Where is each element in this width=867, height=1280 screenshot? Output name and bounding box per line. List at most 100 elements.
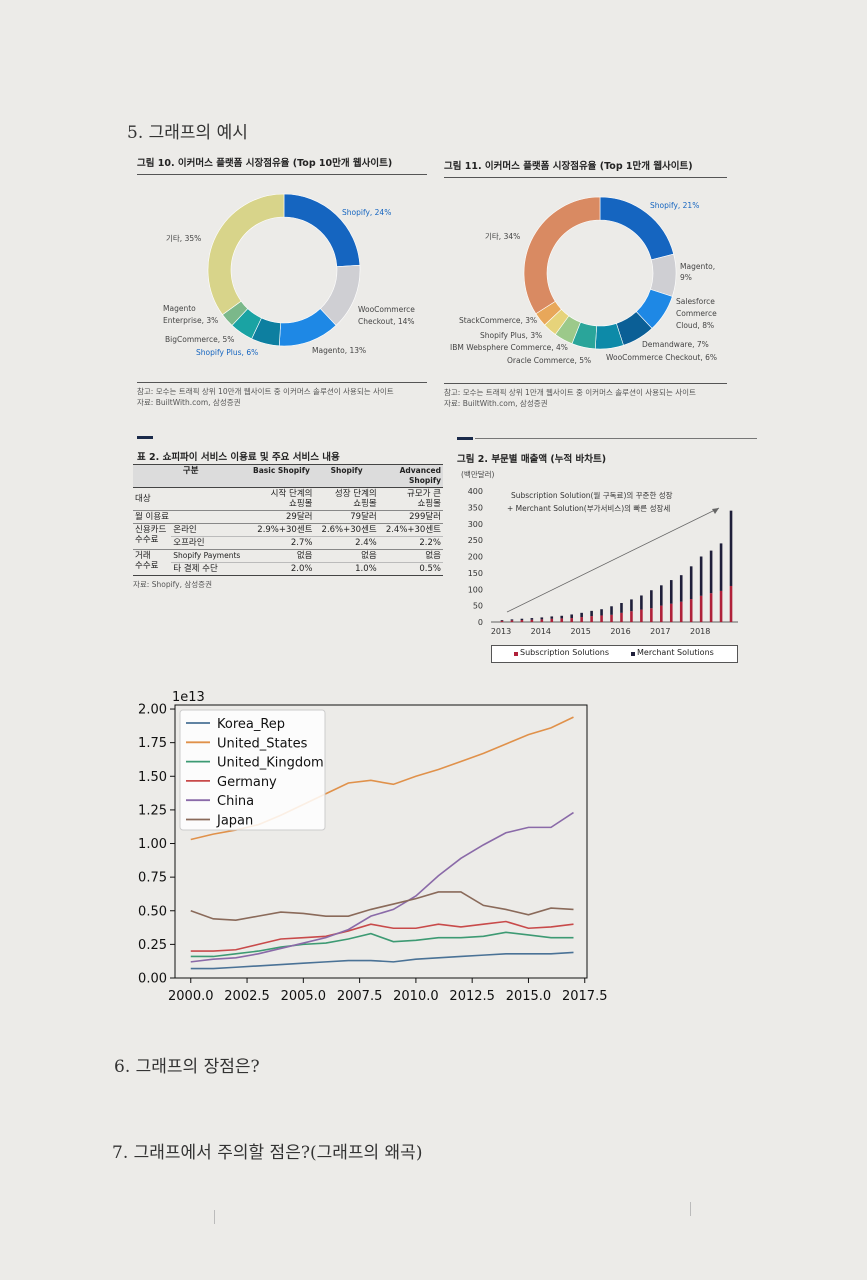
line-chart-multiplier: 1e13 <box>172 690 205 705</box>
x-tick-label: 2002.5 <box>224 989 269 1004</box>
table2-header-basic: Basic Shopify <box>253 466 310 475</box>
x-tick-label: 2015 <box>570 627 590 636</box>
bar-merchant <box>570 614 573 619</box>
fig10-bottom-rule <box>137 382 427 383</box>
bar-merchant <box>699 556 703 596</box>
y-tick-label: 50 <box>473 602 483 611</box>
fig11-donut <box>523 196 677 350</box>
y-tick-label: 1.25 <box>138 803 167 818</box>
line-chart-y-axis: 0.00 0.25 0.50 0.75 1.00 1.25 1.50 1.75 2.00 <box>138 703 175 987</box>
fig11-label-shopify: Shopify, 21% <box>650 201 700 210</box>
bar-subscription <box>530 619 534 622</box>
line-chart-legend: Korea_Rep United_States United_Kingdom Germ… <box>179 709 326 831</box>
y-tick-label: 1.50 <box>138 770 167 785</box>
section-7-heading: 7. 그래프에서 주의할 점은?(그래프의 왜곡) <box>112 1143 423 1163</box>
bar-merchant <box>660 585 663 606</box>
fig2-caption: 그림 2. 부문별 매출액 (누적 바차트) <box>457 454 607 465</box>
table-row: 신용카드 수수료 온라인 2.9%+30센트 2.6%+30센트 2.4%+30센… <box>133 523 443 550</box>
table2-cell: 규모가 큰 쇼핑몰 <box>407 489 441 509</box>
table2-cell: 29달러 <box>286 512 313 522</box>
y-tick-label: 100 <box>468 585 483 594</box>
fig11-label-magento2: 9% <box>680 273 692 282</box>
legend-label-subscription: Subscription Solutions <box>520 648 610 657</box>
fig2-x-axis: 2013 2014 2015 2016 2017 2018 <box>491 627 711 636</box>
bar-merchant <box>600 609 603 616</box>
table2-cell: 2.0% <box>290 564 313 574</box>
table2-cell: 1.0% <box>355 564 377 574</box>
table2-header-advanced: Advanced Shopify <box>399 466 441 485</box>
table2-cell: 2.9%+30센트 <box>248 523 315 537</box>
fig2-legend: Subscription Solutions Merchant Solution… <box>491 645 738 663</box>
bar-subscription <box>540 619 544 622</box>
x-tick-label: 2005.0 <box>281 989 327 1004</box>
bar-merchant <box>530 618 534 620</box>
bar-merchant <box>620 603 623 613</box>
y-tick-label: 150 <box>468 569 483 578</box>
fig10-label-magento-ent1: Magento <box>163 304 196 313</box>
bar-subscription <box>500 620 504 622</box>
table-row: 월 이용료 29달러 79달러 299달러 <box>133 511 443 524</box>
fig10-label-bigcommerce: BigCommerce, 5% <box>165 335 235 344</box>
line-chart-plot-area <box>174 704 588 979</box>
section-5-heading: 5. 그래프의 예시 <box>127 123 248 143</box>
bar-subscription <box>580 617 583 622</box>
fig11-note: 참고: 모수는 트래픽 상위 1만개 웹사이트 중 이커머스 솔루션이 사용되는… <box>444 388 696 408</box>
fig11-label-shopplus: Shopify Plus, 3% <box>480 331 543 340</box>
table2-cell: 2.7% <box>290 538 313 548</box>
x-tick-label: 2010.0 <box>393 989 439 1004</box>
bar-merchant <box>540 617 544 620</box>
fig2-trend-arrow <box>506 507 720 613</box>
bar-merchant <box>650 590 653 609</box>
page-mark-left <box>214 1210 215 1224</box>
bar-subscription <box>560 618 564 622</box>
y-tick-label: 0.00 <box>138 972 167 987</box>
table-row: 구분 Basic Shopify Shopify Advanced Shopify <box>133 464 443 488</box>
table-row: 오프라인 2.7% 2.4% 2.2% <box>133 537 443 550</box>
table2-cell: 299달러 <box>409 512 441 522</box>
table2-row-label: 대상 <box>135 494 151 504</box>
fig2-annotation-2: + Merchant Solution(부가서비스)의 빠른 성장세 <box>507 503 670 513</box>
bar-merchant <box>550 616 554 619</box>
legend-label: Korea_Rep <box>217 717 285 732</box>
fig2-bars <box>500 510 733 622</box>
fig11-top-rule <box>444 177 727 178</box>
table2-caption: 표 2. 쇼피파이 서비스 이용료 및 주요 서비스 내용 <box>137 452 340 463</box>
fig10-label-shopify: Shopify, 24% <box>342 208 392 217</box>
bar-subscription <box>719 590 723 622</box>
fig2-top-rule <box>475 438 757 439</box>
fig11-label-demandware: Demandware, 7% <box>642 340 709 349</box>
table2-sub-label: 타 결제 수단 <box>173 564 218 574</box>
table2-cell: 2.4%+30센트 <box>378 523 443 537</box>
fig10-label-magento: Magento, 13% <box>312 346 367 355</box>
x-tick-label: 2012.5 <box>449 989 495 1004</box>
fig11-label-oracle: Oracle Commerce, 5% <box>507 356 592 365</box>
fig11-label-other: 기타, 34% <box>485 232 521 241</box>
bar-merchant <box>669 580 673 604</box>
fig11-label-stack: StackCommerce, 3% <box>459 316 538 325</box>
donut-slice <box>283 193 361 267</box>
fig2-unit: (백만달러) <box>461 470 495 479</box>
donut-slice <box>523 196 601 315</box>
bar-merchant <box>640 595 643 610</box>
fig11-bottom-rule <box>444 383 727 384</box>
bar-merchant <box>689 566 693 600</box>
y-tick-label: 300 <box>468 520 483 529</box>
table2-cell: 성장 단계의 쇼핑몰 <box>334 489 377 509</box>
x-tick-label: 2018 <box>690 627 710 636</box>
x-tick-label: 2015.0 <box>506 989 552 1004</box>
series-line-china <box>190 811 574 963</box>
legend-box <box>179 709 326 831</box>
legend-label: China <box>217 794 254 809</box>
fig2-accent-bar <box>457 437 473 440</box>
fig10-donut <box>207 193 361 347</box>
table2-source: 자료: Shopify, 삼성증권 <box>133 580 212 589</box>
x-tick-label: 2016 <box>610 627 630 636</box>
table2-cell: 2.2% <box>419 538 441 548</box>
fig10-note: 참고: 모수는 트래픽 상위 10만개 웹사이트 중 이커머스 솔루션이 사용되… <box>137 387 394 407</box>
bar-subscription <box>640 609 643 622</box>
table-row: 대상 시작 단계의 쇼핑몰 성장 단계의 쇼핑몰 규모가 큰 쇼핑몰 <box>133 488 443 511</box>
fig11-label-woo: WooCommerce Checkout, 6% <box>606 353 717 362</box>
table2-header-category: 구분 <box>182 466 199 476</box>
table-row: 타 결제 수단 2.0% 1.0% 0.5% <box>133 563 443 576</box>
